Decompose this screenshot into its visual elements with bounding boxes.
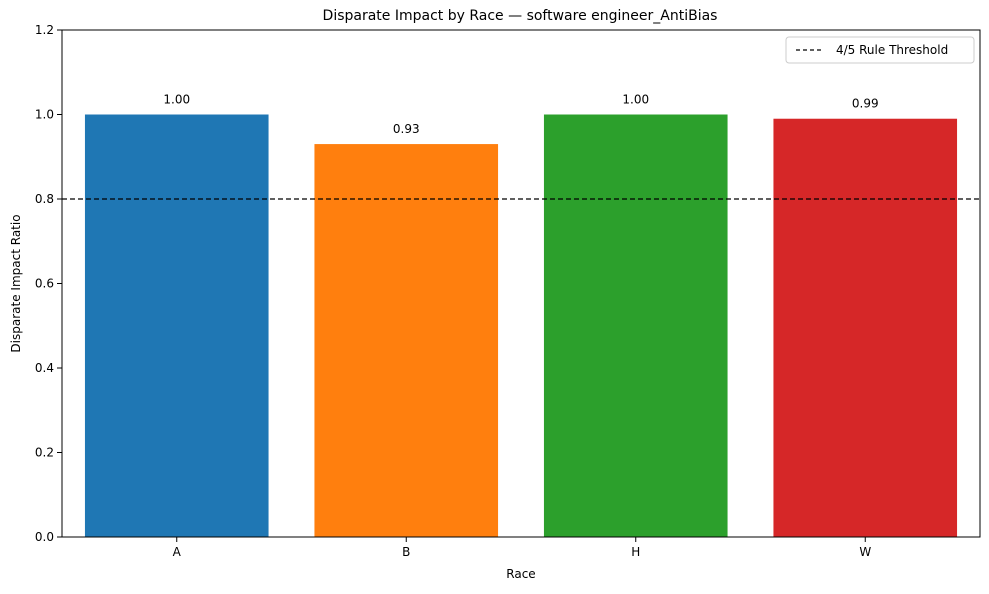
y-tick-label: 0.6: [35, 277, 54, 291]
y-tick-label: 1.2: [35, 23, 54, 37]
data-label-B: 0.93: [393, 122, 420, 136]
y-tick-label: 0.4: [35, 361, 54, 375]
y-tick-label: 1.0: [35, 108, 54, 122]
bar-H: [543, 114, 728, 537]
data-label-A: 1.00: [163, 93, 190, 107]
y-axis: 0.0 0.2 0.4 0.6 0.8 1.0 1.2: [35, 23, 62, 544]
legend-box: [785, 36, 975, 64]
bar-A: [84, 114, 269, 537]
y-tick-label: 0.8: [35, 192, 54, 206]
y-tick-label: 0.0: [35, 530, 54, 544]
y-tick-label: 0.2: [35, 446, 54, 460]
x-tick-label-B: B: [402, 545, 410, 559]
legend-entry-threshold: 4/5 Rule Threshold: [836, 43, 948, 57]
x-tick-label-A: A: [173, 545, 182, 559]
bar-W: [773, 118, 958, 537]
x-axis-label: Race: [506, 567, 535, 581]
bars: [84, 114, 958, 537]
plot-frame: [61, 29, 981, 538]
legend: 4/5 Rule Threshold: [785, 36, 975, 64]
x-tick-label-H: H: [631, 545, 640, 559]
chart-title: Disparate Impact by Race — software engi…: [323, 8, 718, 24]
x-tick-label-W: W: [859, 545, 871, 559]
data-label-W: 0.99: [852, 97, 879, 111]
data-labels: 1.00 0.93 1.00 0.99: [163, 93, 878, 137]
bar-B: [314, 144, 499, 537]
y-axis-label: Disparate Impact Ratio: [9, 214, 23, 352]
data-label-H: 1.00: [622, 93, 649, 107]
